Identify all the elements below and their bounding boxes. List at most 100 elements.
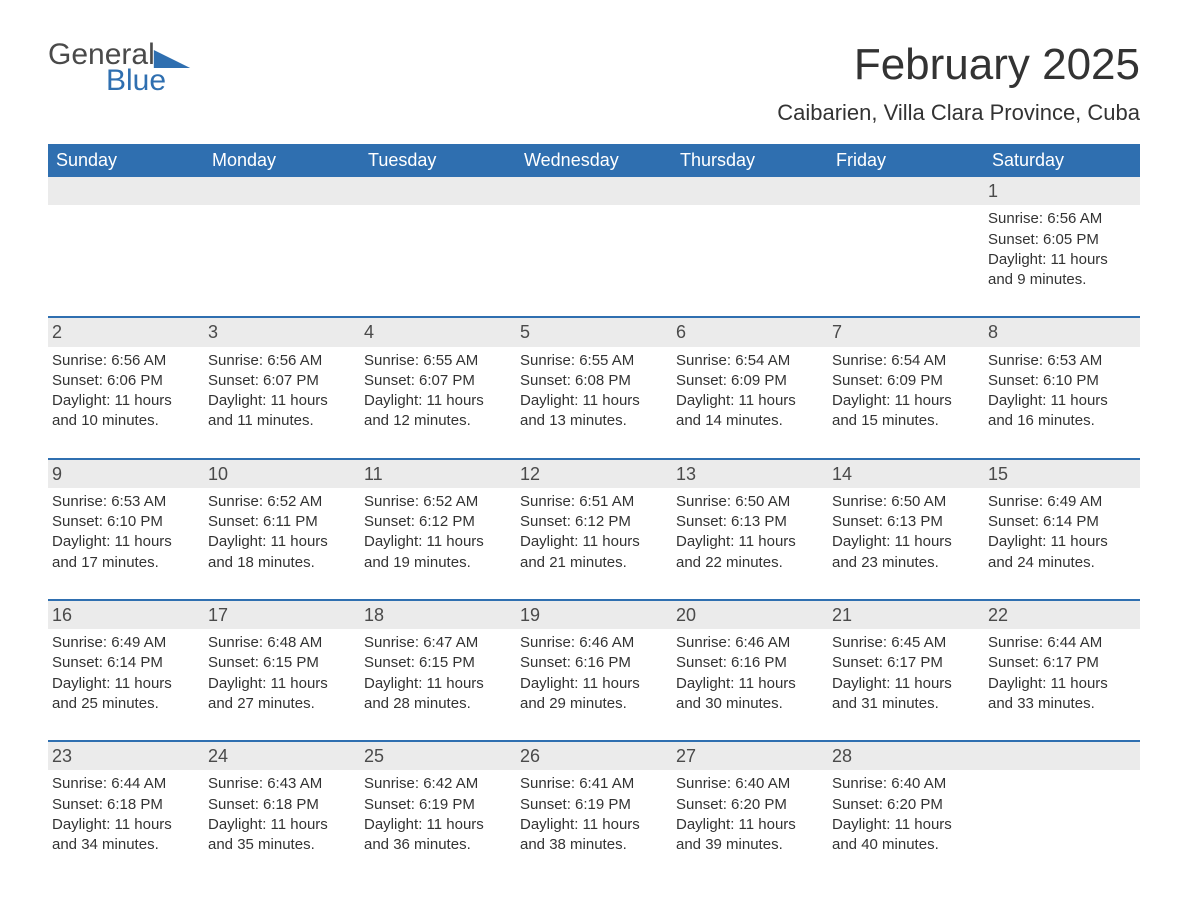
day-number: 7 [828,316,984,346]
daylight-text: Daylight: 11 hours and 18 minutes. [208,532,352,573]
week-row: 1Sunrise: 6:56 AMSunset: 6:05 PMDaylight… [48,177,1140,316]
sunrise-text: Sunrise: 6:45 AM [832,633,976,653]
day-cell: 20Sunrise: 6:46 AMSunset: 6:16 PMDayligh… [672,599,828,740]
daylight-text: Daylight: 11 hours and 17 minutes. [52,532,196,573]
day-cell [48,177,204,316]
sunset-text: Sunset: 6:09 PM [832,371,976,391]
day-cell: 27Sunrise: 6:40 AMSunset: 6:20 PMDayligh… [672,740,828,881]
day-cell: 5Sunrise: 6:55 AMSunset: 6:08 PMDaylight… [516,316,672,457]
day-number: 24 [204,740,360,770]
day-cell: 23Sunrise: 6:44 AMSunset: 6:18 PMDayligh… [48,740,204,881]
sunrise-text: Sunrise: 6:42 AM [364,774,508,794]
dow-thursday: Thursday [672,144,828,177]
day-of-week-row: Sunday Monday Tuesday Wednesday Thursday… [48,144,1140,177]
day-cell: 3Sunrise: 6:56 AMSunset: 6:07 PMDaylight… [204,316,360,457]
sunrise-text: Sunrise: 6:50 AM [832,492,976,512]
day-cell: 17Sunrise: 6:48 AMSunset: 6:15 PMDayligh… [204,599,360,740]
day-number [204,177,360,205]
sunset-text: Sunset: 6:16 PM [676,653,820,673]
sunrise-text: Sunrise: 6:55 AM [520,351,664,371]
day-cell: 8Sunrise: 6:53 AMSunset: 6:10 PMDaylight… [984,316,1140,457]
week-row: 23Sunrise: 6:44 AMSunset: 6:18 PMDayligh… [48,740,1140,881]
day-number [360,177,516,205]
calendar-body: 1Sunrise: 6:56 AMSunset: 6:05 PMDaylight… [48,177,1140,881]
dow-friday: Friday [828,144,984,177]
day-cell: 2Sunrise: 6:56 AMSunset: 6:06 PMDaylight… [48,316,204,457]
week-row: 9Sunrise: 6:53 AMSunset: 6:10 PMDaylight… [48,458,1140,599]
day-cell: 14Sunrise: 6:50 AMSunset: 6:13 PMDayligh… [828,458,984,599]
day-number: 1 [984,177,1140,205]
sunset-text: Sunset: 6:15 PM [364,653,508,673]
sunset-text: Sunset: 6:17 PM [832,653,976,673]
daylight-text: Daylight: 11 hours and 29 minutes. [520,674,664,715]
daylight-text: Daylight: 11 hours and 21 minutes. [520,532,664,573]
daylight-text: Daylight: 11 hours and 15 minutes. [832,391,976,432]
daylight-text: Daylight: 11 hours and 23 minutes. [832,532,976,573]
daylight-text: Daylight: 11 hours and 40 minutes. [832,815,976,856]
day-cell: 18Sunrise: 6:47 AMSunset: 6:15 PMDayligh… [360,599,516,740]
sunrise-text: Sunrise: 6:44 AM [52,774,196,794]
sunset-text: Sunset: 6:20 PM [676,795,820,815]
day-cell: 1Sunrise: 6:56 AMSunset: 6:05 PMDaylight… [984,177,1140,316]
sunrise-text: Sunrise: 6:48 AM [208,633,352,653]
day-cell: 12Sunrise: 6:51 AMSunset: 6:12 PMDayligh… [516,458,672,599]
sunset-text: Sunset: 6:06 PM [52,371,196,391]
day-cell: 6Sunrise: 6:54 AMSunset: 6:09 PMDaylight… [672,316,828,457]
dow-sunday: Sunday [48,144,204,177]
location-subtitle: Caibarien, Villa Clara Province, Cuba [777,100,1140,126]
daylight-text: Daylight: 11 hours and 12 minutes. [364,391,508,432]
day-number: 15 [984,458,1140,488]
page-header: General Blue February 2025 Caibarien, Vi… [48,40,1140,126]
day-cell: 7Sunrise: 6:54 AMSunset: 6:09 PMDaylight… [828,316,984,457]
calendar-table: Sunday Monday Tuesday Wednesday Thursday… [48,144,1140,881]
day-number: 4 [360,316,516,346]
daylight-text: Daylight: 11 hours and 35 minutes. [208,815,352,856]
daylight-text: Daylight: 11 hours and 24 minutes. [988,532,1132,573]
daylight-text: Daylight: 11 hours and 27 minutes. [208,674,352,715]
day-cell [204,177,360,316]
dow-monday: Monday [204,144,360,177]
sunrise-text: Sunrise: 6:53 AM [52,492,196,512]
day-cell: 21Sunrise: 6:45 AMSunset: 6:17 PMDayligh… [828,599,984,740]
day-cell: 10Sunrise: 6:52 AMSunset: 6:11 PMDayligh… [204,458,360,599]
logo-triangle-icon [154,50,190,68]
day-number: 11 [360,458,516,488]
day-number: 26 [516,740,672,770]
sunset-text: Sunset: 6:16 PM [520,653,664,673]
dow-tuesday: Tuesday [360,144,516,177]
daylight-text: Daylight: 11 hours and 19 minutes. [364,532,508,573]
daylight-text: Daylight: 11 hours and 39 minutes. [676,815,820,856]
sunrise-text: Sunrise: 6:52 AM [208,492,352,512]
title-block: February 2025 Caibarien, Villa Clara Pro… [777,40,1140,126]
sunset-text: Sunset: 6:14 PM [988,512,1132,532]
sunrise-text: Sunrise: 6:56 AM [52,351,196,371]
sunset-text: Sunset: 6:17 PM [988,653,1132,673]
daylight-text: Daylight: 11 hours and 30 minutes. [676,674,820,715]
sunrise-text: Sunrise: 6:49 AM [52,633,196,653]
day-number: 23 [48,740,204,770]
day-cell: 16Sunrise: 6:49 AMSunset: 6:14 PMDayligh… [48,599,204,740]
daylight-text: Daylight: 11 hours and 11 minutes. [208,391,352,432]
sunrise-text: Sunrise: 6:52 AM [364,492,508,512]
sunrise-text: Sunrise: 6:50 AM [676,492,820,512]
week-row: 2Sunrise: 6:56 AMSunset: 6:06 PMDaylight… [48,316,1140,457]
sunrise-text: Sunrise: 6:47 AM [364,633,508,653]
day-number: 9 [48,458,204,488]
day-number: 16 [48,599,204,629]
day-number: 22 [984,599,1140,629]
sunset-text: Sunset: 6:07 PM [364,371,508,391]
sunset-text: Sunset: 6:20 PM [832,795,976,815]
sunset-text: Sunset: 6:10 PM [52,512,196,532]
day-cell [360,177,516,316]
day-number [828,177,984,205]
sunrise-text: Sunrise: 6:44 AM [988,633,1132,653]
daylight-text: Daylight: 11 hours and 22 minutes. [676,532,820,573]
day-cell: 9 Sunrise: 6:53 AMSunset: 6:10 PMDaylight… [48,458,204,599]
day-number: 18 [360,599,516,629]
sunset-text: Sunset: 6:19 PM [364,795,508,815]
daylight-text: Daylight: 11 hours and 10 minutes. [52,391,196,432]
week-row: 16Sunrise: 6:49 AMSunset: 6:14 PMDayligh… [48,599,1140,740]
day-number: 12 [516,458,672,488]
sunrise-text: Sunrise: 6:55 AM [364,351,508,371]
day-cell [672,177,828,316]
